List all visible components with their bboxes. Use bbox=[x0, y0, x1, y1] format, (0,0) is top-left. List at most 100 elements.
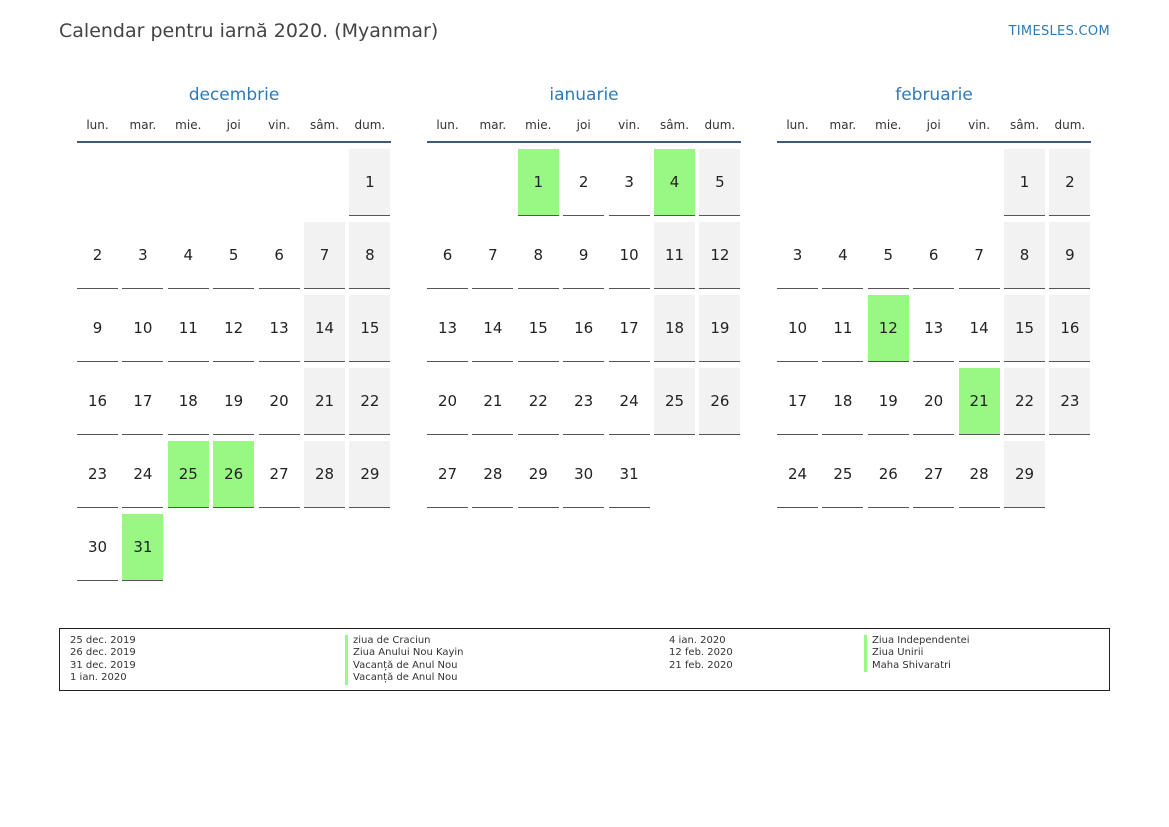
day-cell: 20 bbox=[258, 368, 300, 435]
day-cell: 30 bbox=[563, 441, 605, 508]
day-cell: 29 bbox=[349, 441, 391, 508]
day-cell: 6 bbox=[427, 222, 468, 289]
day-cell: 17 bbox=[608, 295, 650, 362]
day-cell: 12 bbox=[213, 295, 255, 362]
day-cell: 7 bbox=[958, 222, 1000, 289]
legend-names-left: ziua de Craciun Ziua Anului Nou Kayin Va… bbox=[345, 635, 464, 685]
day-cell: 3 bbox=[122, 222, 164, 289]
month-1: ianuarie lun. mar. mie. joi vin. sâm. dum. 1 2 3 4 5… bbox=[427, 84, 747, 508]
legend-date: 1 ian. 2020 bbox=[70, 672, 127, 684]
day-cell: 14 bbox=[304, 295, 345, 362]
day-cell: 18 bbox=[822, 368, 864, 435]
day-cell: 8 bbox=[1004, 222, 1045, 289]
day-cell: 3 bbox=[777, 222, 818, 289]
day-cell: 28 bbox=[958, 441, 1000, 508]
legend-holiday-name: Ziua Unirii bbox=[864, 647, 970, 660]
day-cell: 29 bbox=[1004, 441, 1045, 508]
weekday-label: mar. bbox=[479, 118, 507, 132]
weekday-label: joi bbox=[226, 118, 241, 132]
day-cell: 23 bbox=[563, 368, 605, 435]
day-cell: 8 bbox=[517, 222, 559, 289]
legend-date: 21 feb. 2020 bbox=[669, 659, 733, 671]
page-title: Calendar pentru iarnă 2020. (Myanmar) bbox=[59, 20, 439, 42]
month-2: februarie lun. mar. mie. joi vin. sâm. dum. 1 2 3 4… bbox=[777, 84, 1097, 508]
day-cell: 18 bbox=[654, 295, 695, 362]
day-cell: 8 bbox=[349, 222, 391, 289]
day-cell: 24 bbox=[122, 441, 164, 508]
day-cell: 10 bbox=[122, 295, 164, 362]
weekday-label: joi bbox=[576, 118, 591, 132]
weekday-label: mie. bbox=[525, 118, 552, 132]
weekday-label: sâm. bbox=[659, 118, 690, 132]
weekday-label: mie. bbox=[175, 118, 202, 132]
day-cell: 26 bbox=[213, 441, 255, 508]
day-cell: 21 bbox=[958, 368, 1000, 435]
header-separator bbox=[427, 141, 741, 143]
day-cell: 5 bbox=[213, 222, 255, 289]
weekday-label: sâm. bbox=[309, 118, 340, 132]
legend-date: 4 ian. 2020 bbox=[669, 635, 726, 646]
site-link[interactable]: TIMESLES.COM bbox=[1008, 24, 1110, 39]
day-cell: 12 bbox=[699, 222, 741, 289]
weekday-label: dum. bbox=[1054, 118, 1086, 132]
day-cell: 22 bbox=[517, 368, 559, 435]
day-cell: 26 bbox=[867, 441, 909, 508]
day-cell: 16 bbox=[1049, 295, 1091, 362]
day-cell: 6 bbox=[258, 222, 300, 289]
day-cell: 15 bbox=[517, 295, 559, 362]
day-cell: 9 bbox=[1049, 222, 1091, 289]
holiday-legend: 25 dec. 2019 26 dec. 2019 31 dec. 2019 1… bbox=[59, 628, 1110, 691]
day-cell: 31 bbox=[608, 441, 650, 508]
day-cell: 11 bbox=[822, 295, 864, 362]
day-cell: 18 bbox=[167, 368, 209, 435]
day-cell: 6 bbox=[913, 222, 955, 289]
legend-date: 26 dec. 2019 bbox=[70, 647, 136, 659]
day-cell: 20 bbox=[427, 368, 468, 435]
day-cell: 19 bbox=[699, 295, 741, 362]
day-cell: 23 bbox=[1049, 368, 1091, 435]
weekday-label: sâm. bbox=[1009, 118, 1040, 132]
legend-date: 12 feb. 2020 bbox=[669, 647, 733, 659]
weekday-label: mar. bbox=[129, 118, 157, 132]
day-cell: 28 bbox=[304, 441, 345, 508]
day-cell: 13 bbox=[258, 295, 300, 362]
day-cell: 14 bbox=[472, 295, 514, 362]
month-name: ianuarie bbox=[549, 85, 619, 105]
month-name: februarie bbox=[895, 85, 973, 105]
day-cell: 7 bbox=[304, 222, 345, 289]
day-cell: 2 bbox=[1049, 149, 1091, 216]
day-cell: 21 bbox=[472, 368, 514, 435]
day-cell: 28 bbox=[472, 441, 514, 508]
day-cell: 16 bbox=[77, 368, 118, 435]
legend-dates-left: 25 dec. 2019 26 dec. 2019 31 dec. 2019 1… bbox=[70, 635, 136, 685]
weekday-label: dum. bbox=[704, 118, 736, 132]
day-cell: 17 bbox=[777, 368, 818, 435]
day-cell: 25 bbox=[167, 441, 209, 508]
weekday-label: lun. bbox=[786, 118, 809, 132]
weekday-label: vin. bbox=[968, 118, 991, 132]
legend-holiday-name: Ziua Independentei bbox=[864, 635, 970, 648]
legend-holiday-name: Maha Shivaratri bbox=[864, 659, 970, 673]
day-cell: 24 bbox=[608, 368, 650, 435]
day-cell: 30 bbox=[77, 514, 118, 581]
day-cell: 25 bbox=[654, 368, 695, 435]
day-cell: 3 bbox=[608, 149, 650, 216]
legend-holiday-name: Vacanță de Anul Nou bbox=[345, 672, 464, 685]
legend-holiday-name: ziua de Craciun bbox=[345, 635, 464, 648]
day-cell: 1 bbox=[517, 149, 559, 216]
weekday-label: mar. bbox=[829, 118, 857, 132]
day-cell: 19 bbox=[213, 368, 255, 435]
day-cell: 27 bbox=[427, 441, 468, 508]
day-cell: 31 bbox=[122, 514, 164, 581]
day-cell: 11 bbox=[167, 295, 209, 362]
day-cell: 4 bbox=[167, 222, 209, 289]
weekday-label: vin. bbox=[268, 118, 291, 132]
legend-holiday-name: Vacanță de Anul Nou bbox=[345, 659, 464, 673]
header-separator bbox=[77, 141, 391, 143]
day-cell: 4 bbox=[822, 222, 864, 289]
day-cell: 26 bbox=[699, 368, 741, 435]
day-cell: 10 bbox=[608, 222, 650, 289]
weekday-label: dum. bbox=[354, 118, 386, 132]
day-cell: 9 bbox=[77, 295, 118, 362]
header-separator bbox=[777, 141, 1091, 143]
